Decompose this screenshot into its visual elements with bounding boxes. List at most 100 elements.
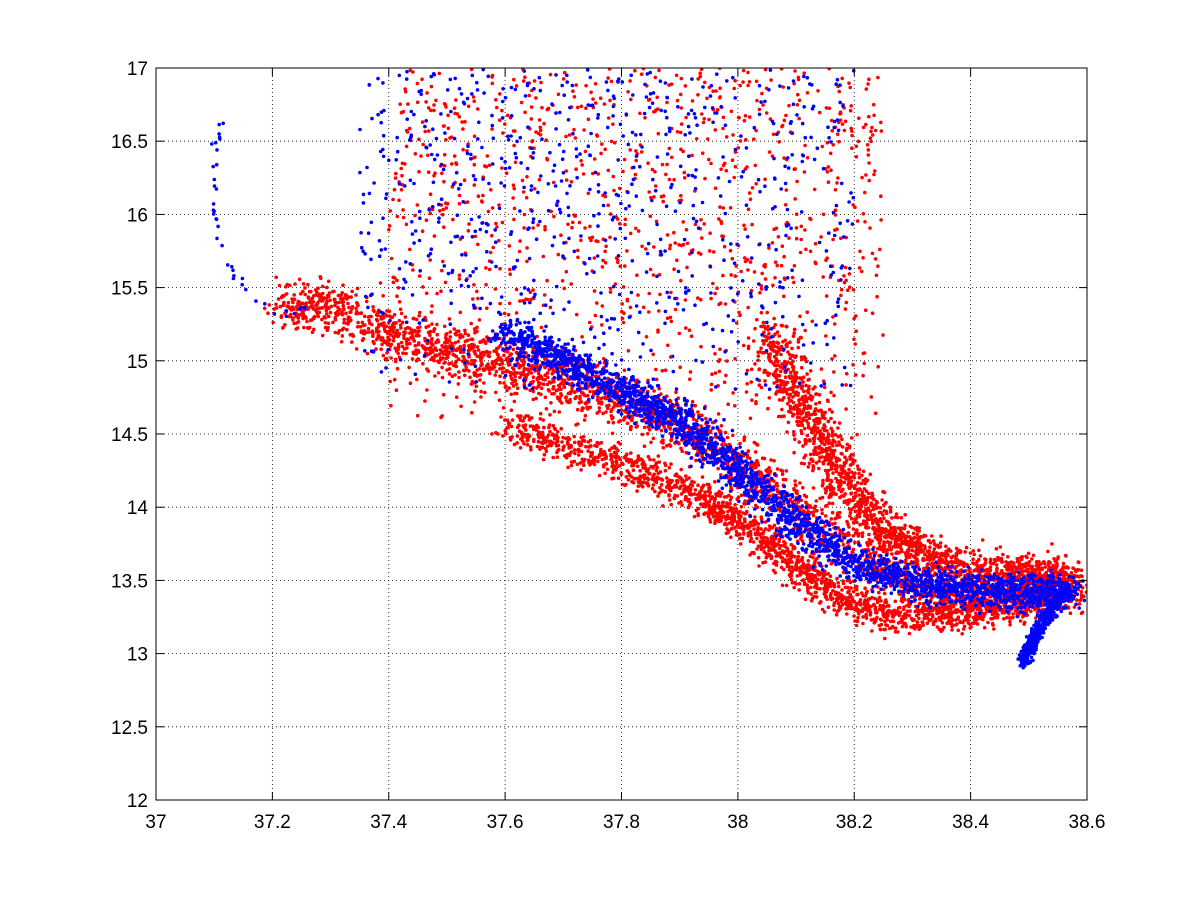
red-data-point <box>315 290 319 294</box>
red-data-point <box>444 138 448 142</box>
red-data-point <box>1022 622 1026 626</box>
red-data-point <box>428 333 432 337</box>
red-data-point <box>837 90 841 94</box>
red-data-point <box>835 613 839 617</box>
red-data-point <box>482 367 486 371</box>
red-data-point <box>745 382 749 386</box>
red-data-point <box>395 279 399 283</box>
red-data-point <box>831 143 835 147</box>
red-data-point <box>302 282 306 286</box>
red-data-point <box>852 590 856 594</box>
red-data-point <box>1025 608 1029 612</box>
red-data-point <box>336 309 340 313</box>
red-data-point <box>468 376 472 380</box>
red-data-point <box>958 620 962 624</box>
red-data-point <box>519 414 523 418</box>
red-data-point <box>402 110 406 114</box>
red-data-point <box>717 494 721 498</box>
red-data-point <box>754 164 758 168</box>
red-data-point <box>440 366 444 370</box>
red-data-point <box>739 270 743 274</box>
red-data-point <box>825 256 829 260</box>
red-data-point <box>461 127 465 131</box>
red-data-point <box>837 140 841 144</box>
red-data-point <box>359 330 363 334</box>
red-data-point <box>755 537 759 541</box>
red-data-point <box>836 176 840 180</box>
red-data-point <box>677 243 681 247</box>
red-data-point <box>749 380 753 384</box>
red-data-point <box>512 183 516 187</box>
red-data-point <box>679 93 683 97</box>
red-data-point <box>750 398 754 402</box>
red-data-point <box>543 436 547 440</box>
red-data-point <box>618 222 622 226</box>
red-data-point <box>473 400 477 404</box>
red-data-point <box>365 300 369 304</box>
red-data-point <box>527 369 531 373</box>
red-data-point <box>578 221 582 225</box>
red-data-point <box>717 501 721 505</box>
red-data-point <box>850 129 854 133</box>
red-data-point <box>676 130 680 134</box>
red-data-point <box>454 365 458 369</box>
red-data-point <box>606 204 610 208</box>
red-data-point <box>575 313 579 317</box>
red-data-point <box>520 373 524 377</box>
red-data-point <box>685 266 689 270</box>
red-data-point <box>428 276 432 280</box>
red-data-point <box>755 533 759 537</box>
red-data-point <box>416 330 420 334</box>
red-data-point <box>738 442 742 446</box>
red-data-point <box>569 392 573 396</box>
red-data-point <box>355 310 359 314</box>
red-data-point <box>827 67 831 71</box>
red-data-point <box>821 608 825 612</box>
red-data-point <box>304 316 308 320</box>
red-data-point <box>407 366 411 370</box>
red-data-point <box>406 102 410 106</box>
red-data-point <box>836 581 840 585</box>
red-data-point <box>538 118 542 122</box>
red-data-point <box>605 404 609 408</box>
red-data-point <box>648 428 652 432</box>
red-data-point <box>573 95 577 99</box>
red-data-point <box>883 592 887 596</box>
red-data-point <box>831 511 835 515</box>
red-data-point <box>295 321 299 325</box>
red-data-point <box>797 555 801 559</box>
red-data-point <box>449 335 453 339</box>
red-data-point <box>647 310 651 314</box>
red-data-point <box>1008 623 1012 627</box>
red-data-point <box>827 165 831 169</box>
red-data-point <box>342 300 346 304</box>
red-data-point <box>824 504 828 508</box>
red-data-point <box>547 389 551 393</box>
red-data-point <box>377 323 381 327</box>
red-data-point <box>782 295 786 299</box>
red-data-point <box>819 235 823 239</box>
red-data-point <box>516 414 520 418</box>
red-data-point <box>847 81 851 85</box>
red-data-point <box>319 277 323 281</box>
red-data-point <box>694 459 698 463</box>
red-data-point <box>568 133 572 137</box>
red-data-point <box>611 122 615 126</box>
red-data-point <box>754 450 758 454</box>
red-data-point <box>799 251 803 255</box>
red-data-point <box>720 221 724 225</box>
red-data-point <box>744 138 748 142</box>
red-data-point <box>618 187 622 191</box>
red-data-point <box>382 316 386 320</box>
red-data-point <box>696 93 700 97</box>
red-data-point <box>666 233 670 237</box>
red-data-point <box>730 110 734 114</box>
red-data-point <box>508 268 512 272</box>
red-data-point <box>459 334 463 338</box>
red-data-point <box>848 285 852 289</box>
red-data-point <box>501 370 505 374</box>
red-data-point <box>344 293 348 297</box>
red-data-point <box>308 290 312 294</box>
red-data-point <box>574 167 578 171</box>
red-data-point <box>737 116 741 120</box>
